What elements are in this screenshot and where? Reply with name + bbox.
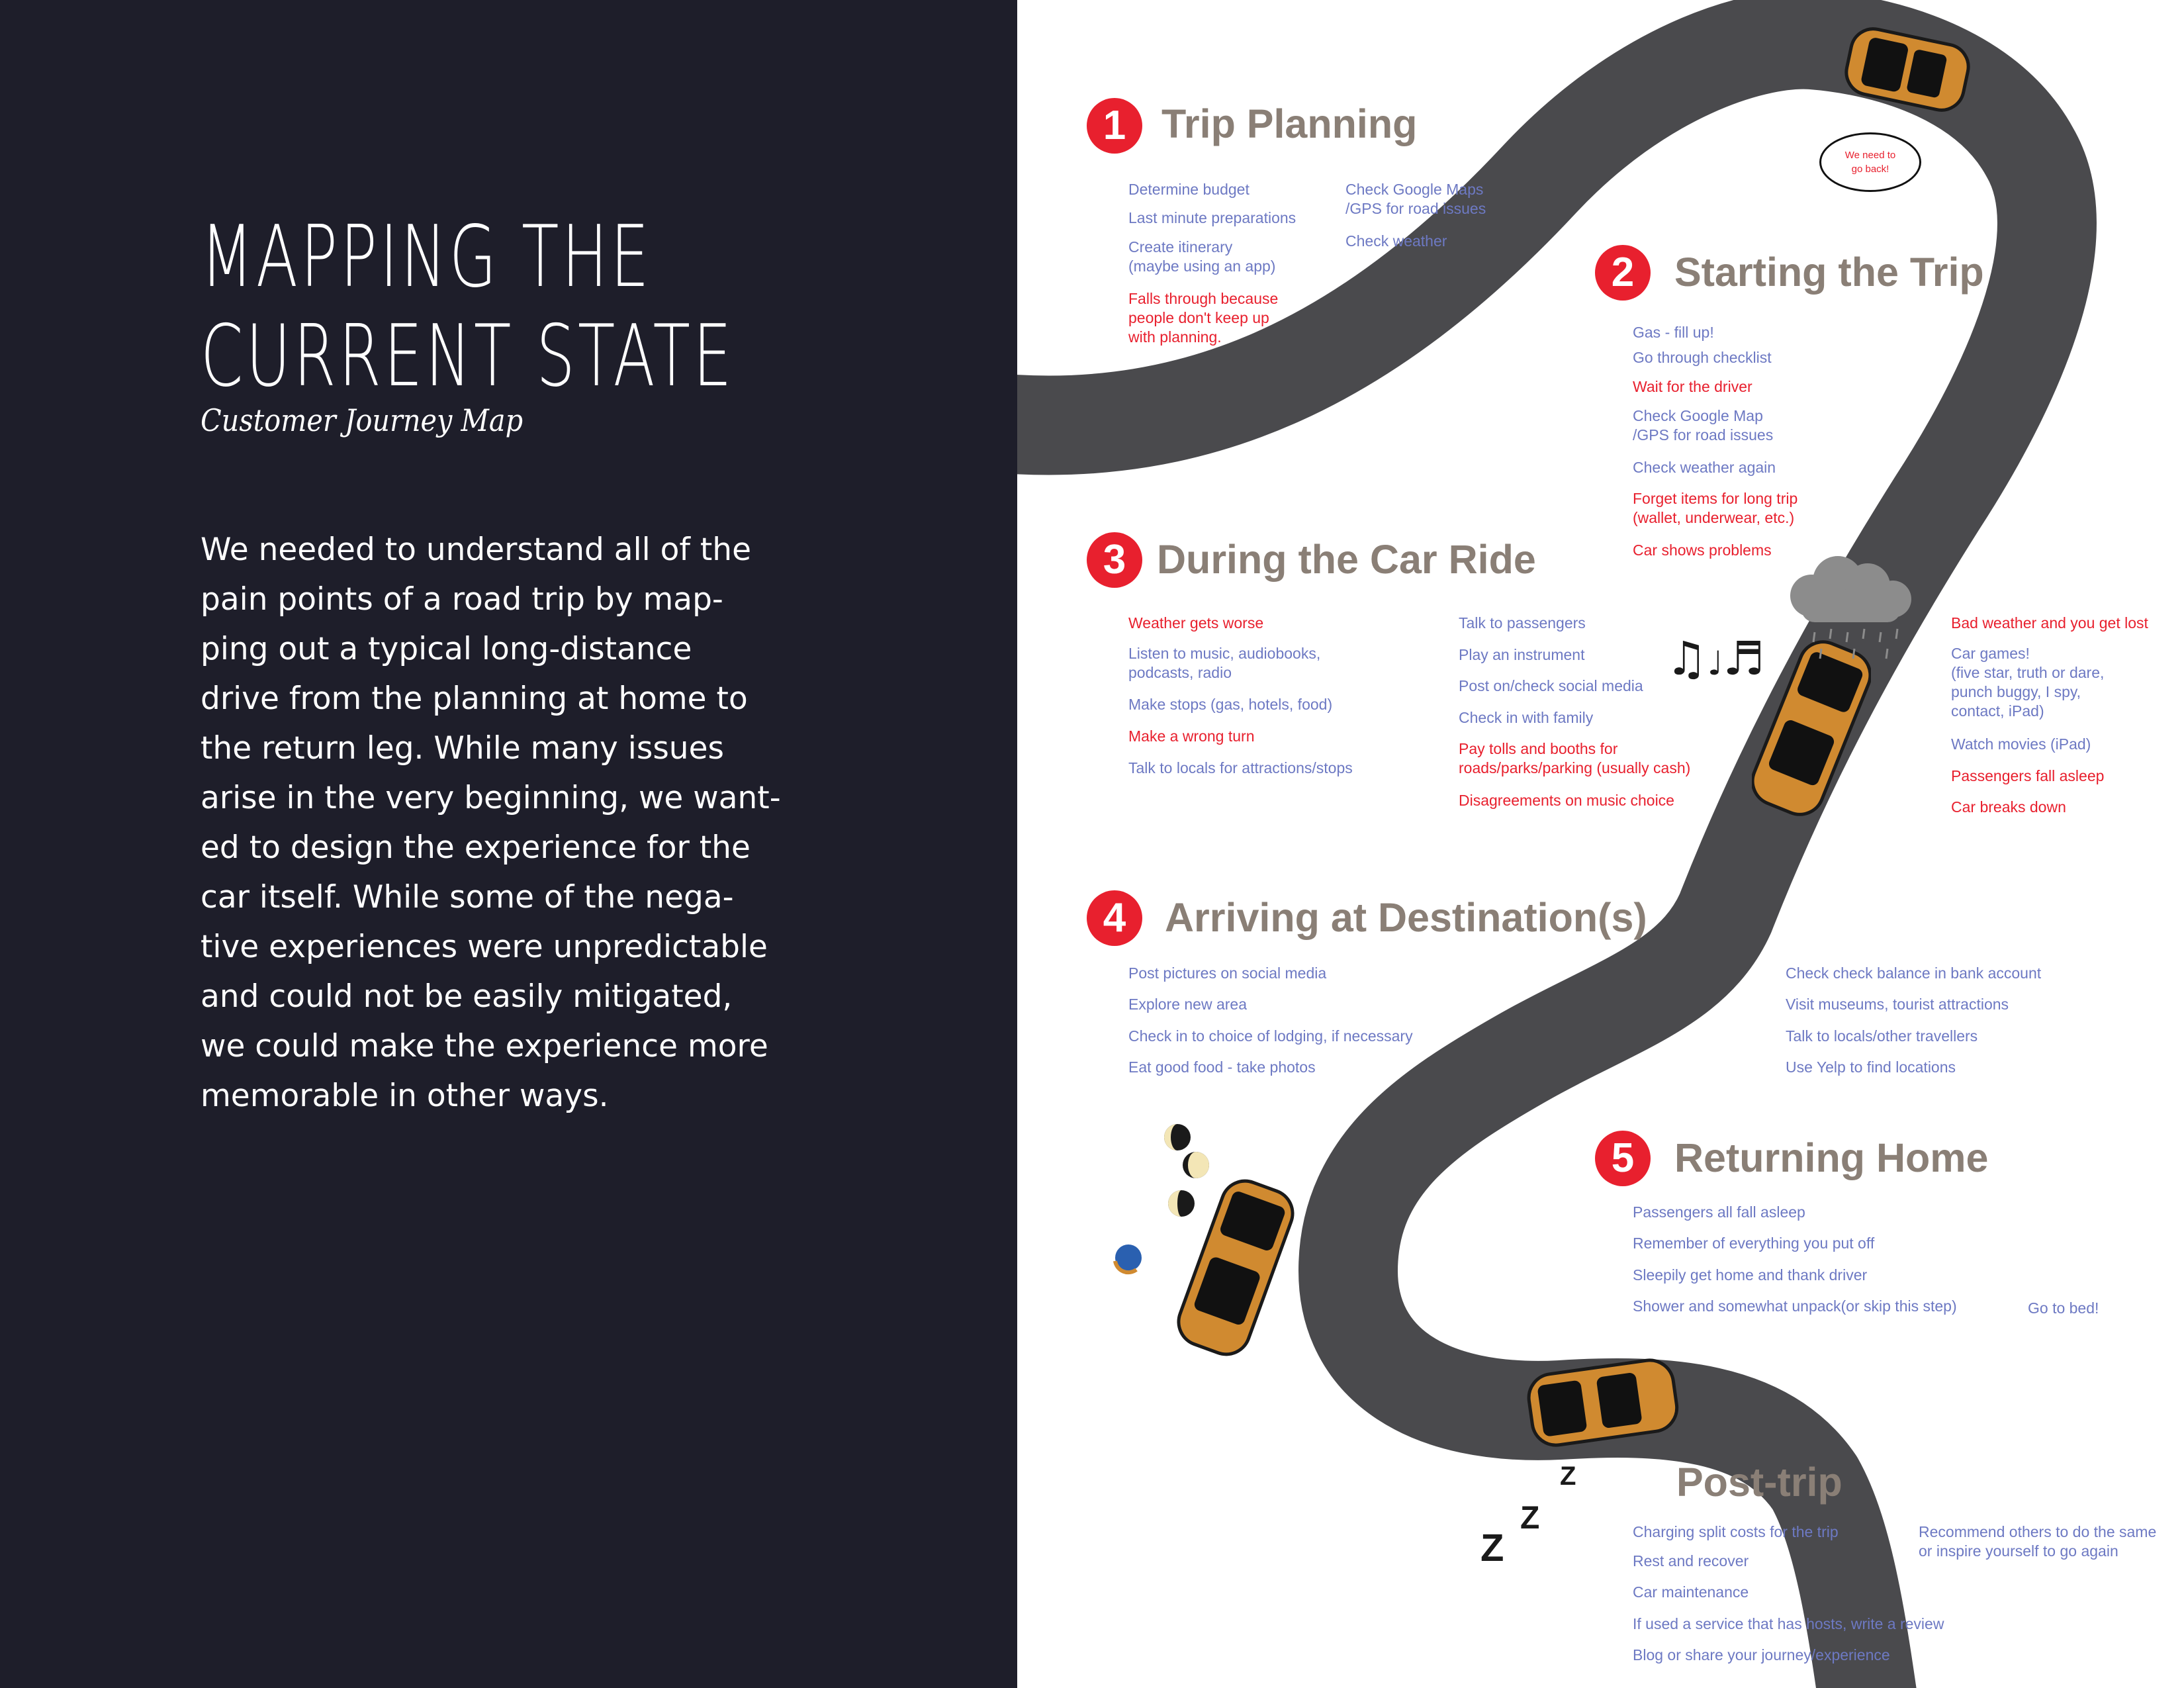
journey-item: Make a wrong turn [1128, 727, 1255, 745]
car-icon [1752, 640, 1871, 816]
car-icon [1527, 1358, 1679, 1447]
section-heading-starting-the-trip: Starting the Trip [1674, 250, 1984, 295]
section-heading-arriving-at-destination: Arriving at Destination(s) [1165, 895, 1647, 940]
page-title-line-2: CURRENT STATE [201, 307, 735, 406]
journey-item: Passengers fall asleep [1951, 767, 2105, 784]
journey-item: Bad weather and you get lost [1951, 614, 2148, 632]
journey-item: Go to bed! [2028, 1299, 2099, 1317]
intro-body-line: car itself. While some of the nega- [201, 879, 734, 915]
journey-item: Check weather [1345, 232, 1447, 250]
section-heading-returning-home: Returning Home [1674, 1135, 1989, 1180]
section-number-badge: 2 [1595, 245, 1651, 301]
journey-item: Create itinerary (maybe using an app) [1128, 238, 1276, 275]
section-number-badge: 5 [1595, 1131, 1651, 1186]
journey-item: Eat good food - take photos [1128, 1058, 1316, 1076]
journey-item: Car games! (five star, truth or dare, pu… [1951, 645, 2105, 720]
journey-item: Blog or share your journey/experience [1633, 1646, 1890, 1664]
intro-panel: MAPPING THE CURRENT STATE Customer Journ… [0, 0, 1017, 1688]
journey-item: Charging split costs for the trip [1633, 1523, 1839, 1540]
journey-map: We need to go back! [1017, 0, 2184, 1688]
journey-item: If used a service that has hosts, write … [1633, 1615, 1944, 1632]
intro-body-line: ed to design the experience for the [201, 829, 751, 866]
journey-item: Wait for the driver [1633, 378, 1752, 395]
intro-body-line: pain points of a road trip by map- [201, 581, 723, 618]
journey-item: Use Yelp to find locations [1786, 1058, 1956, 1076]
page-subtitle: Customer Journey Map [201, 402, 523, 438]
journey-item: Check in with family [1459, 709, 1594, 726]
journey-item: Check check balance in bank account [1786, 964, 2042, 982]
journey-item: Sleepily get home and thank driver [1633, 1266, 1868, 1284]
journey-item: Play an instrument [1459, 646, 1585, 663]
journey-item: Gas - fill up! [1633, 324, 1714, 341]
journey-item: Make stops (gas, hotels, food) [1128, 696, 1333, 713]
intro-body-line: arise in the very beginning, we want- [201, 780, 781, 816]
intro-body-line: memorable in other ways. [201, 1078, 609, 1114]
section-heading-trip-planning: Trip Planning [1161, 101, 1418, 146]
journey-item: Check weather again [1633, 459, 1776, 476]
journey-item: Car breaks down [1951, 798, 2066, 816]
journey-item: Falls through because people don't keep … [1128, 290, 1279, 346]
page-title-line-1: MAPPING THE [201, 208, 652, 306]
intro-body-line: drive from the planning at home to [201, 680, 748, 717]
journey-item: Post pictures on social media [1128, 964, 1327, 982]
section-heading-during-the-car-ride: During the Car Ride [1157, 537, 1536, 582]
journey-item: Check Google Map /GPS for road issues [1633, 407, 1774, 444]
speech-bubble-icon: We need to go back! [1819, 132, 1921, 192]
music-notes-icon: ♫♩♬ [1666, 632, 1765, 686]
journey-item: Weather gets worse [1128, 614, 1264, 632]
journey-item: Watch movies (iPad) [1951, 735, 2091, 753]
moon-phases-icon [1113, 1124, 1209, 1275]
car-icon [1177, 1179, 1295, 1356]
intro-body-line: We needed to understand all of the [201, 532, 752, 568]
journey-item: Disagreements on music choice [1459, 792, 1674, 809]
car-icon [1844, 27, 1970, 112]
journey-item: Pay tolls and booths for roads/parks/par… [1459, 740, 1691, 776]
journey-item: Check in to choice of lodging, if necess… [1128, 1027, 1413, 1045]
intro-body-line: the return leg. While many issues [201, 730, 724, 767]
journey-item: Check Google Maps /GPS for road issues [1345, 181, 1486, 217]
journey-item: Visit museums, tourist attractions [1786, 996, 2009, 1013]
rain-cloud-icon [1790, 556, 1911, 659]
journey-item: Forget items for long trip (wallet, unde… [1633, 490, 1798, 526]
section-heading-post-trip: Post-trip [1676, 1460, 1843, 1505]
journey-item: Remember of everything you put off [1633, 1235, 1875, 1252]
journey-item: Passengers all fall asleep [1633, 1203, 1805, 1221]
journey-item: Car shows problems [1633, 541, 1772, 559]
intro-body-line: we could make the experience more [201, 1028, 768, 1064]
journey-item: Post on/check social media [1459, 677, 1643, 694]
section-number-badge: 4 [1087, 890, 1142, 946]
journey-item: Explore new area [1128, 996, 1247, 1013]
journey-item: Talk to locals for attractions/stops [1128, 759, 1353, 776]
journey-item: Last minute preparations [1128, 209, 1297, 226]
journey-item: Listen to music, audiobooks, podcasts, r… [1128, 645, 1321, 681]
journey-item: Talk to locals/other travellers [1786, 1027, 1978, 1045]
journey-item: Determine budget [1128, 181, 1250, 198]
intro-body-line: and could not be easily mitigated, [201, 978, 733, 1015]
journey-item: Car maintenance [1633, 1583, 1749, 1601]
journey-item: Go through checklist [1633, 349, 1772, 366]
section-number-badge: 1 [1087, 98, 1142, 154]
journey-item: Recommend others to do the same or inspi… [1919, 1523, 2157, 1560]
intro-body-line: tive experiences were unpredictable [201, 929, 768, 965]
journey-item: Rest and recover [1633, 1552, 1749, 1570]
section-number-badge: 3 [1087, 532, 1142, 588]
journey-item: Talk to passengers [1459, 614, 1586, 632]
intro-body-line: ping out a typical long-distance [201, 631, 692, 667]
journey-item: Shower and somewhat unpack(or skip this … [1633, 1297, 1957, 1315]
